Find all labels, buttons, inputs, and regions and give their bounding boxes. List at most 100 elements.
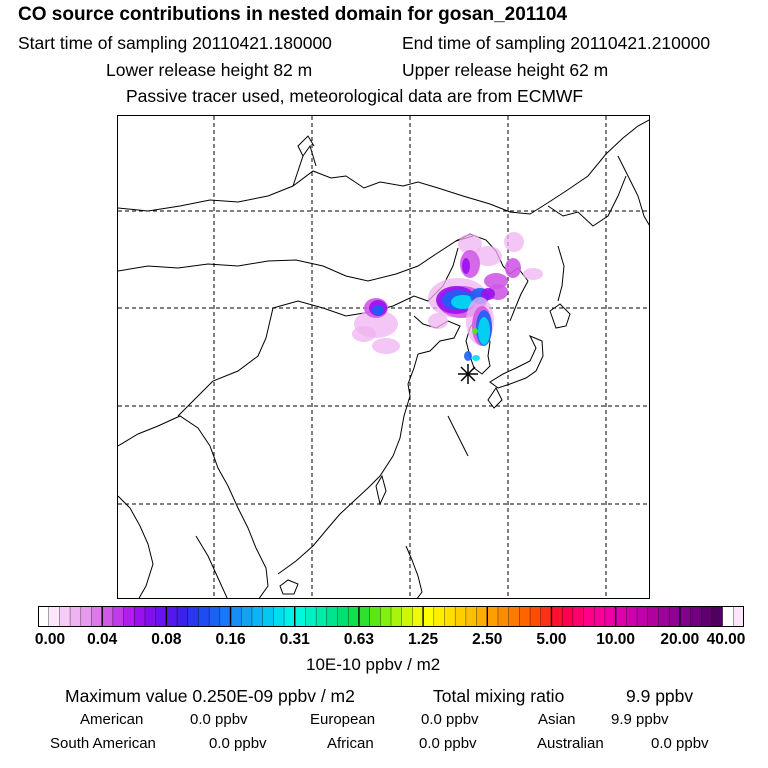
china-east-coast xyxy=(277,353,419,575)
colorbar-cell xyxy=(465,606,478,627)
colorbar-tick-label: 0.31 xyxy=(279,631,310,648)
region-label: African xyxy=(327,735,374,752)
taimyr-inlet xyxy=(292,144,317,187)
colorbar-cell xyxy=(658,606,670,627)
colorbar-cell xyxy=(305,606,317,627)
colorbar-tick-label: 0.08 xyxy=(151,631,182,648)
sampling-start-time: Start time of sampling 20110421.180000 xyxy=(18,33,332,53)
region-value: 0.0 ppbv xyxy=(190,711,248,728)
colorbar-cell xyxy=(412,606,424,627)
colorbar-cell xyxy=(284,606,296,627)
colorbar-cell xyxy=(134,606,146,627)
plume-patch xyxy=(478,317,490,345)
colorbar-cell xyxy=(626,606,638,627)
tracer-note: Passive tracer used, meteorological data… xyxy=(126,86,584,106)
colorbar-tick-label: 1.25 xyxy=(407,631,439,648)
colorbar-cell xyxy=(102,606,114,627)
colorbar-cell xyxy=(59,606,71,627)
colorbar-cell xyxy=(455,606,467,627)
ryukyu-islands xyxy=(447,415,469,457)
colorbar-cell xyxy=(337,606,349,627)
colorbar-cell xyxy=(572,606,585,627)
map-panel xyxy=(117,115,650,599)
concentration-plume xyxy=(352,232,543,361)
sampling-end-time: End time of sampling 20110421.210000 xyxy=(402,33,711,53)
colorbar-cell xyxy=(604,606,617,627)
colorbar-cell xyxy=(701,606,713,627)
total-mixing-label: Total mixing ratio xyxy=(433,686,565,706)
sea-of-okhotsk-coast xyxy=(547,175,627,227)
colorbar-cell xyxy=(358,606,371,627)
colorbar-cell xyxy=(91,606,103,627)
colorbar-cell xyxy=(166,606,178,627)
india-coast xyxy=(118,495,154,598)
colorbar-cell xyxy=(80,606,93,627)
colorbar-cell xyxy=(198,606,210,627)
colorbar-cell xyxy=(637,606,649,627)
colorbar-cell xyxy=(48,606,60,627)
colorbar-tick-label: 40.00 xyxy=(706,631,746,648)
colorbar-cell xyxy=(369,606,381,627)
colorbar-cell xyxy=(508,606,520,627)
plume-patch xyxy=(481,288,495,300)
plume-patch xyxy=(505,258,521,278)
coastlines-and-borders xyxy=(118,119,649,598)
colorbar-cell xyxy=(594,606,606,627)
colorbar-cell xyxy=(391,606,403,627)
colorbar-cell xyxy=(209,606,221,627)
colorbar-cell xyxy=(241,606,253,627)
colorbar-cell xyxy=(540,606,553,627)
plume-patch xyxy=(523,268,543,280)
siberian-island xyxy=(297,135,315,157)
colorbar-cell xyxy=(112,606,125,627)
colorbar-cell xyxy=(380,606,392,627)
colorbar-tick-label: 5.00 xyxy=(536,631,567,648)
bohai-coast xyxy=(413,315,461,355)
colorbar-tick-label: 0.63 xyxy=(343,631,374,648)
japan-honshu xyxy=(489,335,544,389)
colorbar-cell xyxy=(679,606,692,627)
colorbar-cell xyxy=(155,606,167,627)
colorbar-tick-label: 2.50 xyxy=(472,631,503,648)
colorbar-cell xyxy=(219,606,232,627)
colorbar-cell xyxy=(348,606,360,627)
colorbar-cell xyxy=(530,606,542,627)
plume-patch xyxy=(458,234,482,254)
colorbar-cell xyxy=(433,606,446,627)
plume-patch xyxy=(451,295,475,309)
colorbar-cell xyxy=(230,606,242,627)
colorbar-cell xyxy=(144,606,157,627)
region-value: 0.0 ppbv xyxy=(209,735,267,752)
colorbar-cell xyxy=(519,606,531,627)
arctic-coast xyxy=(118,119,649,215)
china-west-border xyxy=(177,307,274,417)
plume-patch xyxy=(372,305,384,315)
colorbar-cell xyxy=(476,606,488,627)
region-label: South American xyxy=(50,735,156,752)
colorbar-cell xyxy=(316,606,328,627)
colorbar-unit: 10E-10 ppbv / m2 xyxy=(306,655,441,674)
colorbar-tick-label: 0.16 xyxy=(215,631,246,648)
colorbar-cell xyxy=(562,606,574,627)
colorbar-cell xyxy=(690,606,702,627)
colorbar-cell xyxy=(444,606,456,627)
hainan xyxy=(279,579,299,595)
lower-release-height: Lower release height 82 m xyxy=(106,60,313,80)
taiwan xyxy=(375,474,387,506)
colorbar-cell xyxy=(294,606,307,627)
colorbar-cell xyxy=(273,606,285,627)
mongolia-china-border xyxy=(272,247,459,317)
colorbar-cell xyxy=(401,606,413,627)
plume-patch xyxy=(428,313,448,329)
map-canvas xyxy=(118,116,649,598)
upper-release-height: Upper release height 62 m xyxy=(402,60,609,80)
colorbar-cell xyxy=(583,606,595,627)
colorbar-cell xyxy=(722,606,734,627)
colorbar-cell xyxy=(326,606,339,627)
colorbar-cell xyxy=(487,606,499,627)
region-value: 0.0 ppbv xyxy=(419,735,477,752)
colorbar-cell xyxy=(615,606,627,627)
indochina xyxy=(118,415,269,598)
kamchatka xyxy=(617,155,649,226)
plume-patch xyxy=(472,328,478,334)
